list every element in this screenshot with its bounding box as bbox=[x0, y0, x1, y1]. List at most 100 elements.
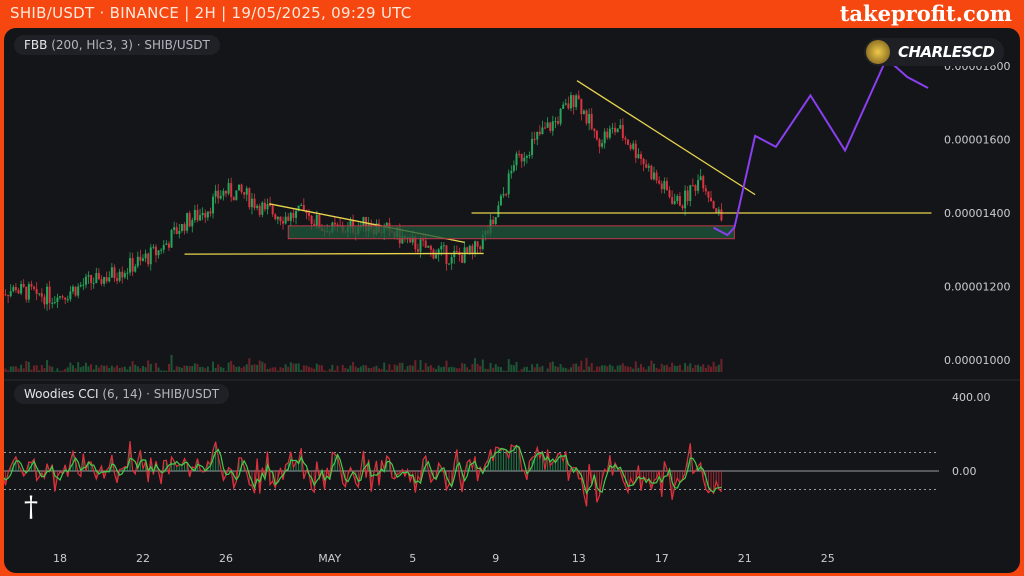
volume-bar bbox=[230, 360, 233, 372]
candle-body bbox=[717, 209, 720, 213]
volume-bar bbox=[206, 366, 209, 372]
price-chart[interactable]: 0.000018000.000016000.000014000.00001200… bbox=[4, 28, 1020, 573]
volume-bar bbox=[27, 362, 30, 372]
volume-bar bbox=[502, 370, 505, 372]
volume-bar bbox=[450, 366, 453, 372]
candle-body bbox=[227, 183, 230, 194]
volume-bar bbox=[383, 362, 386, 372]
candle-body bbox=[593, 128, 596, 131]
candle-body bbox=[274, 214, 277, 220]
candle-body bbox=[691, 185, 694, 187]
volume-bar bbox=[531, 364, 534, 372]
candle-body bbox=[300, 205, 303, 207]
candle-body bbox=[261, 202, 264, 215]
volume-bar bbox=[608, 364, 611, 372]
volume-bar bbox=[422, 369, 425, 372]
candle-body bbox=[559, 108, 562, 124]
volume-bar bbox=[658, 369, 661, 372]
candle-body bbox=[461, 255, 464, 263]
volume-bar bbox=[691, 368, 694, 372]
candle-body bbox=[494, 217, 497, 225]
volume-bar bbox=[419, 360, 422, 372]
indicator-name: Woodies CCI bbox=[24, 387, 99, 401]
date-axis-tick: 25 bbox=[821, 552, 835, 565]
volume-bar bbox=[624, 365, 627, 372]
volume-bar bbox=[237, 366, 240, 372]
candle-body bbox=[715, 208, 718, 213]
volume-bar bbox=[214, 368, 217, 372]
candle-body bbox=[538, 131, 541, 135]
candle-body bbox=[684, 190, 687, 209]
volume-bar bbox=[401, 362, 404, 372]
candle-body bbox=[634, 143, 637, 159]
volume-bar bbox=[468, 369, 471, 372]
candle-body bbox=[694, 185, 697, 191]
chart-header-title: SHIB/USDT · BINANCE | 2H | 19/05/2025, 0… bbox=[10, 4, 412, 22]
candle-body bbox=[43, 296, 46, 305]
candle-body bbox=[95, 273, 98, 283]
candle-body bbox=[510, 170, 513, 174]
volume-bar bbox=[575, 363, 578, 372]
volume-bar bbox=[484, 368, 487, 372]
candle-body bbox=[204, 213, 207, 218]
volume-bar bbox=[183, 365, 186, 372]
candle-body bbox=[442, 245, 445, 247]
brand-logo[interactable]: takeprofit.com bbox=[839, 1, 1012, 26]
candle-body bbox=[660, 183, 663, 190]
candle-body bbox=[551, 121, 554, 131]
candle-body bbox=[178, 230, 181, 234]
volume-bar bbox=[385, 370, 388, 372]
candle-body bbox=[640, 154, 642, 159]
candle-body bbox=[577, 95, 580, 99]
candle-body bbox=[9, 291, 12, 297]
volume-bar bbox=[43, 368, 46, 372]
price-axis-tick: 0.00001000 bbox=[944, 354, 1010, 367]
cci-axis-tick: 400.00 bbox=[952, 391, 991, 404]
volume-bar bbox=[271, 367, 274, 372]
candle-body bbox=[629, 144, 632, 149]
candle-body bbox=[232, 197, 235, 201]
volume-bar bbox=[554, 366, 557, 372]
candle-body bbox=[136, 256, 139, 267]
volume-bar bbox=[673, 365, 676, 372]
candle-body bbox=[533, 138, 536, 140]
volume-bar bbox=[710, 366, 713, 372]
volume-bar bbox=[367, 367, 370, 372]
volume-bar bbox=[686, 365, 689, 372]
volume-bar bbox=[178, 366, 181, 372]
candle-body bbox=[74, 286, 77, 296]
date-axis-tick: 18 bbox=[53, 552, 67, 565]
candle-body bbox=[219, 195, 222, 199]
volume-bar bbox=[46, 360, 49, 372]
cci-indicator-label[interactable]: Woodies CCI (6, 14) · SHIB/USDT bbox=[14, 384, 230, 404]
volume-bar bbox=[162, 370, 165, 372]
volume-bar bbox=[458, 368, 461, 372]
candle-body bbox=[575, 95, 578, 108]
candle-body bbox=[289, 212, 292, 221]
author-badge[interactable]: CHARLESCD bbox=[864, 38, 1005, 66]
volume-bar bbox=[567, 369, 570, 372]
candle-body bbox=[632, 143, 635, 149]
volume-bar bbox=[663, 365, 666, 372]
chart-panel[interactable]: 0.00001800 0.00001600 0.00001400 0.00001200… bbox=[4, 28, 1020, 573]
volume-bar bbox=[580, 360, 583, 372]
volume-bar bbox=[344, 367, 347, 372]
volume-bar bbox=[121, 367, 124, 372]
volume-bar bbox=[492, 367, 495, 372]
volume-bar bbox=[74, 368, 77, 372]
fbb-indicator-label[interactable]: FBB (200, Hlc3, 3) · SHIB/USDT bbox=[14, 35, 220, 55]
candle-body bbox=[466, 247, 469, 253]
candle-body bbox=[707, 191, 710, 198]
candle-body bbox=[416, 249, 419, 252]
volume-bar bbox=[645, 369, 648, 372]
volume-bar bbox=[22, 368, 25, 372]
candle-body bbox=[35, 288, 38, 294]
candle-body bbox=[263, 202, 266, 210]
candle-body bbox=[110, 267, 113, 278]
candle-body bbox=[165, 243, 168, 245]
candle-body bbox=[437, 249, 440, 255]
candle-body bbox=[258, 205, 261, 215]
volume-bar bbox=[391, 370, 393, 372]
volume-bar bbox=[634, 361, 637, 372]
candle-body bbox=[279, 216, 282, 222]
